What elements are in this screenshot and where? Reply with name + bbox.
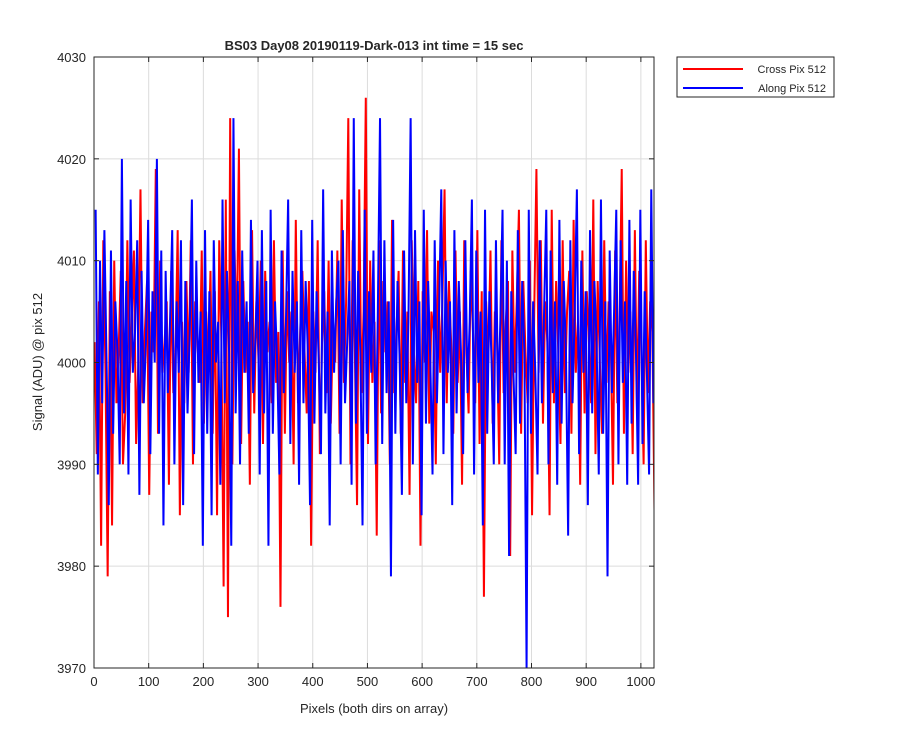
x-tick-label: 200 bbox=[193, 674, 215, 689]
y-tick-label: 4020 bbox=[57, 152, 86, 167]
legend[interactable]: Cross Pix 512 Along Pix 512 bbox=[676, 56, 835, 98]
y-tick-label: 3990 bbox=[57, 457, 86, 472]
tick-marks bbox=[93, 56, 654, 669]
y-tick-label: 3980 bbox=[57, 559, 86, 574]
legend-label-along: Along Pix 512 bbox=[758, 83, 826, 95]
y-axis-label: Signal (ADU) @ pix 512 bbox=[30, 293, 45, 431]
series-layer bbox=[94, 97, 654, 668]
y-tick-label: 4010 bbox=[57, 254, 86, 269]
x-tick-label: 700 bbox=[466, 674, 488, 689]
x-tick-labels: 0 100 200 300 400 500 600 700 800 900 1000 bbox=[90, 674, 655, 689]
x-tick-label: 300 bbox=[247, 674, 269, 689]
x-tick-label: 600 bbox=[411, 674, 433, 689]
x-tick-label: 900 bbox=[575, 674, 597, 689]
x-axis-label: Pixels (both dirs on array) bbox=[300, 701, 448, 716]
chart-title: BS03 Day08 20190119-Dark-013 int time = … bbox=[225, 38, 524, 53]
legend-label-cross: Cross Pix 512 bbox=[758, 64, 826, 76]
y-tick-labels: 3970 3980 3990 4000 4010 4020 4030 bbox=[57, 50, 86, 676]
x-tick-label: 0 bbox=[90, 674, 97, 689]
x-tick-label: 400 bbox=[302, 674, 324, 689]
legend-box bbox=[676, 56, 835, 98]
x-tick-label: 800 bbox=[521, 674, 543, 689]
y-tick-label: 4030 bbox=[57, 50, 86, 65]
y-tick-label: 4000 bbox=[57, 356, 86, 371]
x-tick-label: 100 bbox=[138, 674, 160, 689]
x-tick-label: 1000 bbox=[626, 674, 655, 689]
y-tick-label: 3970 bbox=[57, 661, 86, 676]
x-tick-label: 500 bbox=[357, 674, 379, 689]
series-line-along-pix bbox=[94, 118, 654, 668]
